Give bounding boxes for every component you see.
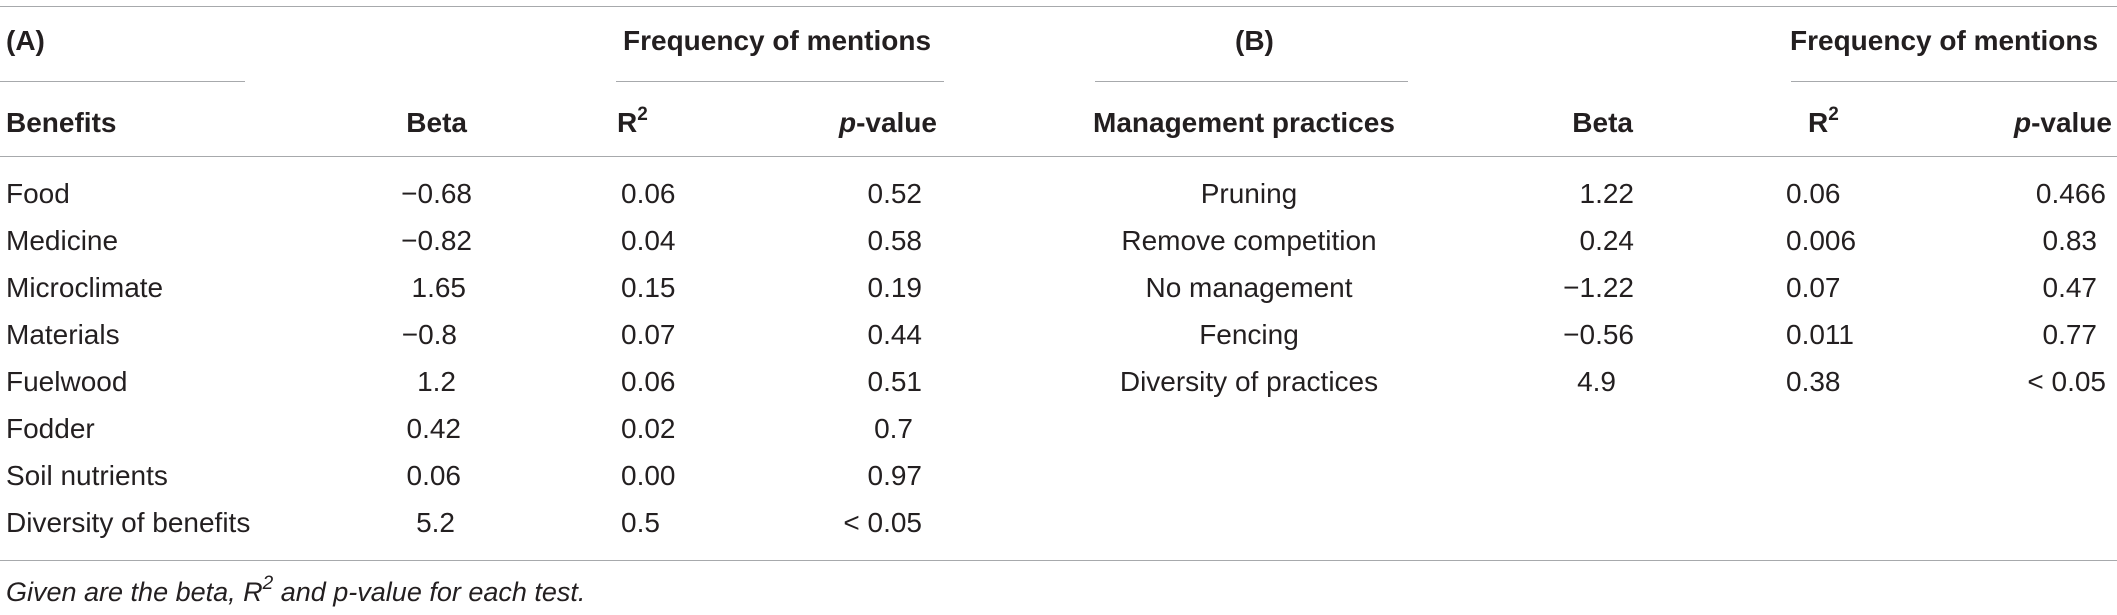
col-practices-header: Management practices [1093,107,1395,138]
p-value: 0.44 [867,319,923,350]
p-value: 0.51 [867,366,923,397]
footnote-post: and p-value for each test. [273,577,586,607]
r2-value: 0.15 [621,272,676,303]
panel-b-group-header: Frequency of mentions [1790,25,2099,56]
r2-value: 0.5 [621,507,660,538]
benefit-name: Microclimate [6,272,164,303]
p-value: 0.77 [2042,319,2098,350]
benefit-name: Fuelwood [6,366,128,397]
practice-name: Fencing [1199,319,1299,350]
table-footnote: Given are the beta, R2 and p-value for e… [6,574,586,608]
benefit-name: Medicine [6,225,119,256]
r2-value: 0.02 [621,413,676,444]
benefit-name: Diversity of benefits [6,507,251,538]
p-value: 0.466 [2035,178,2106,209]
beta-value: −0.68 [401,178,472,209]
practice-name: Pruning [1200,178,1298,209]
bottom-rule [0,560,2117,561]
r2-value: 0.07 [621,319,676,350]
beta-value: 0.06 [406,460,462,491]
r2-value: 0.011 [1786,319,1854,350]
beta-value: −0.8 [401,319,457,350]
beta-value: 5.2 [416,507,455,538]
p-value: 0.52 [867,178,923,209]
panel-b-label: (B) [1235,25,1274,56]
beta-value: 1.22 [1579,178,1635,209]
p-value: 0.58 [867,225,923,256]
col-beta-a-header: Beta [406,107,467,138]
footnote-superscript: 2 [262,573,274,594]
r2-value: 0.00 [621,460,676,491]
panel-a-group-header: Frequency of mentions [623,25,932,56]
p-suffix: -value [2031,107,2112,138]
top-rule [0,6,2117,7]
beta-value: 0.24 [1579,225,1635,256]
beta-value: 1.2 [417,366,456,397]
footnote-pre: Given are the beta, R [6,577,263,607]
beta-value: −1.22 [1563,272,1634,303]
p-suffix: -value [856,107,937,138]
practice-name: Diversity of practices [1119,366,1379,397]
panel-a-label: (A) [6,25,45,56]
p-value: 0.47 [2042,272,2098,303]
beta-value: 4.9 [1577,366,1616,397]
p-value: 0.19 [867,272,923,303]
beta-value: −0.56 [1563,319,1634,350]
r2-superscript: 2 [637,103,648,125]
col-r2-a-header: R2 [617,105,648,138]
col-p-a-header: p-value [780,109,937,137]
freq-a-underline [616,81,944,82]
p-italic: p [838,107,857,138]
freq-b-underline [1791,81,2117,82]
practice-name: No management [1145,272,1353,303]
col-p-b-header: p-value [1950,109,2112,137]
r2-value: 0.006 [1786,225,1857,256]
r2-superscript: 2 [1828,103,1839,125]
benefit-name: Food [6,178,70,209]
r2-base: R [1808,107,1829,138]
p-value: 0.7 [874,413,913,444]
r2-value: 0.06 [621,178,676,209]
r2-value: 0.06 [1786,178,1841,209]
p-value: < 0.05 [2027,366,2106,397]
r2-value: 0.38 [1786,366,1841,397]
label-b-underline [1095,81,1408,82]
r2-value: 0.04 [621,225,676,256]
beta-value: 0.42 [406,413,462,444]
p-value: 0.97 [867,460,923,491]
r2-base: R [617,107,638,138]
col-r2-b-header: R2 [1808,105,1839,138]
benefit-name: Fodder [6,413,95,444]
col-beta-b-header: Beta [1572,107,1633,138]
beta-value: 1.65 [411,272,467,303]
r2-value: 0.07 [1786,272,1841,303]
header-rule [0,156,2117,157]
p-value: < 0.05 [843,507,922,538]
col-benefits-header: Benefits [6,107,117,138]
p-value: 0.83 [2042,225,2098,256]
r2-value: 0.06 [621,366,676,397]
label-a-underline [0,81,245,82]
p-italic: p [2013,107,2032,138]
beta-value: −0.82 [401,225,472,256]
benefit-name: Materials [6,319,120,350]
practice-name: Remove competition [1121,225,1377,256]
benefit-name: Soil nutrients [6,460,168,491]
